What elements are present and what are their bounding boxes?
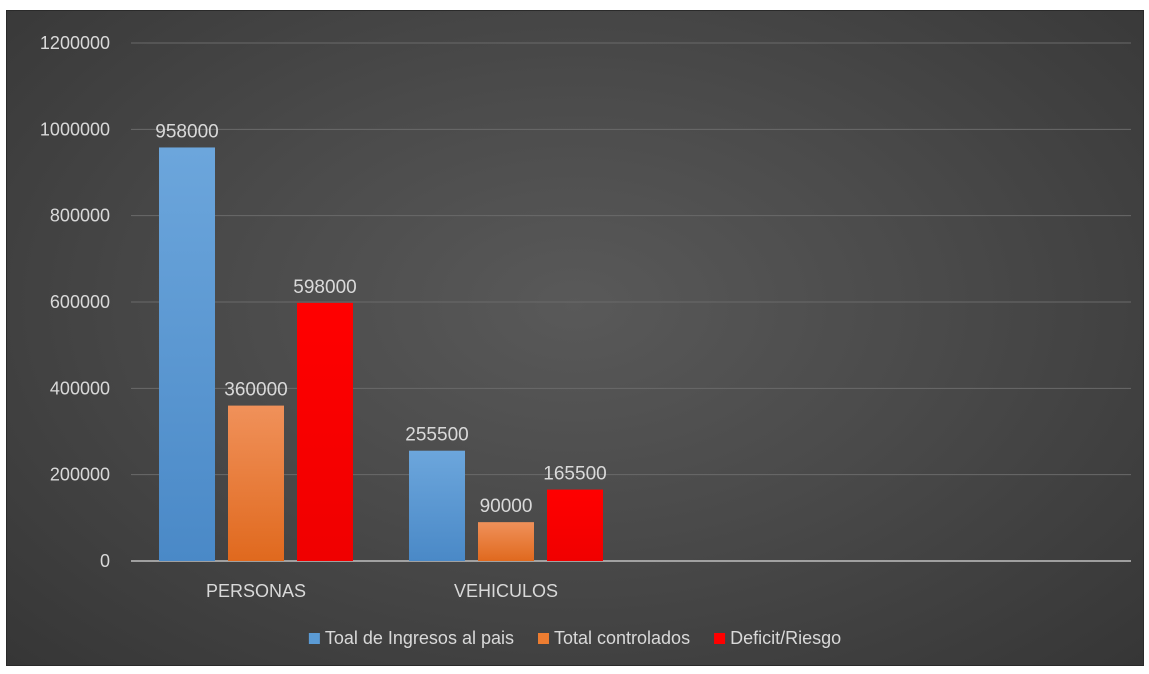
legend-swatch <box>537 633 549 644</box>
bar-chart: 020000040000060000080000010000001200000 … <box>40 33 1131 648</box>
bar <box>228 405 284 561</box>
data-label: 958000 <box>155 121 218 142</box>
bar <box>297 302 353 561</box>
bar <box>159 147 215 562</box>
data-label: 255500 <box>405 425 468 446</box>
data-labels: 958000 360000 598000 255500 90000 165500 <box>155 121 606 517</box>
bar <box>478 522 534 561</box>
y-axis: 0 200000 400000 600000 800000 1000000 1200000 <box>40 33 110 571</box>
y-tick-label: 0 <box>100 551 110 571</box>
y-tick-label: 1000000 <box>40 119 110 139</box>
y-tick-label: 200000 <box>50 465 110 485</box>
bar <box>409 450 465 561</box>
data-label: 165500 <box>543 464 606 485</box>
data-label: 90000 <box>480 496 533 517</box>
legend-label: Total controlados <box>554 628 690 648</box>
y-tick-label: 800000 <box>50 206 110 226</box>
x-axis: PERSONAS VEHICULOS <box>206 581 558 601</box>
bar <box>547 489 603 561</box>
y-tick-label: 1200000 <box>40 33 110 53</box>
y-tick-label: 600000 <box>50 292 110 312</box>
bars <box>159 147 603 562</box>
legend-label: Toal de Ingresos al pais <box>325 628 514 648</box>
legend: Toal de Ingresos al pais Total controlado… <box>308 628 841 648</box>
chart-area: 0 200000 400000 600000 800000 1000000 1200000 … <box>6 10 1144 666</box>
y-tick-label: 400000 <box>50 378 110 398</box>
legend-label: Deficit/Riesgo <box>730 628 841 648</box>
x-tick-label: PERSONAS <box>206 581 306 601</box>
data-label: 598000 <box>293 277 356 298</box>
data-label: 360000 <box>224 380 287 401</box>
x-tick-label: VEHICULOS <box>454 581 558 601</box>
legend-swatch <box>308 633 320 644</box>
legend-swatch <box>714 633 726 644</box>
